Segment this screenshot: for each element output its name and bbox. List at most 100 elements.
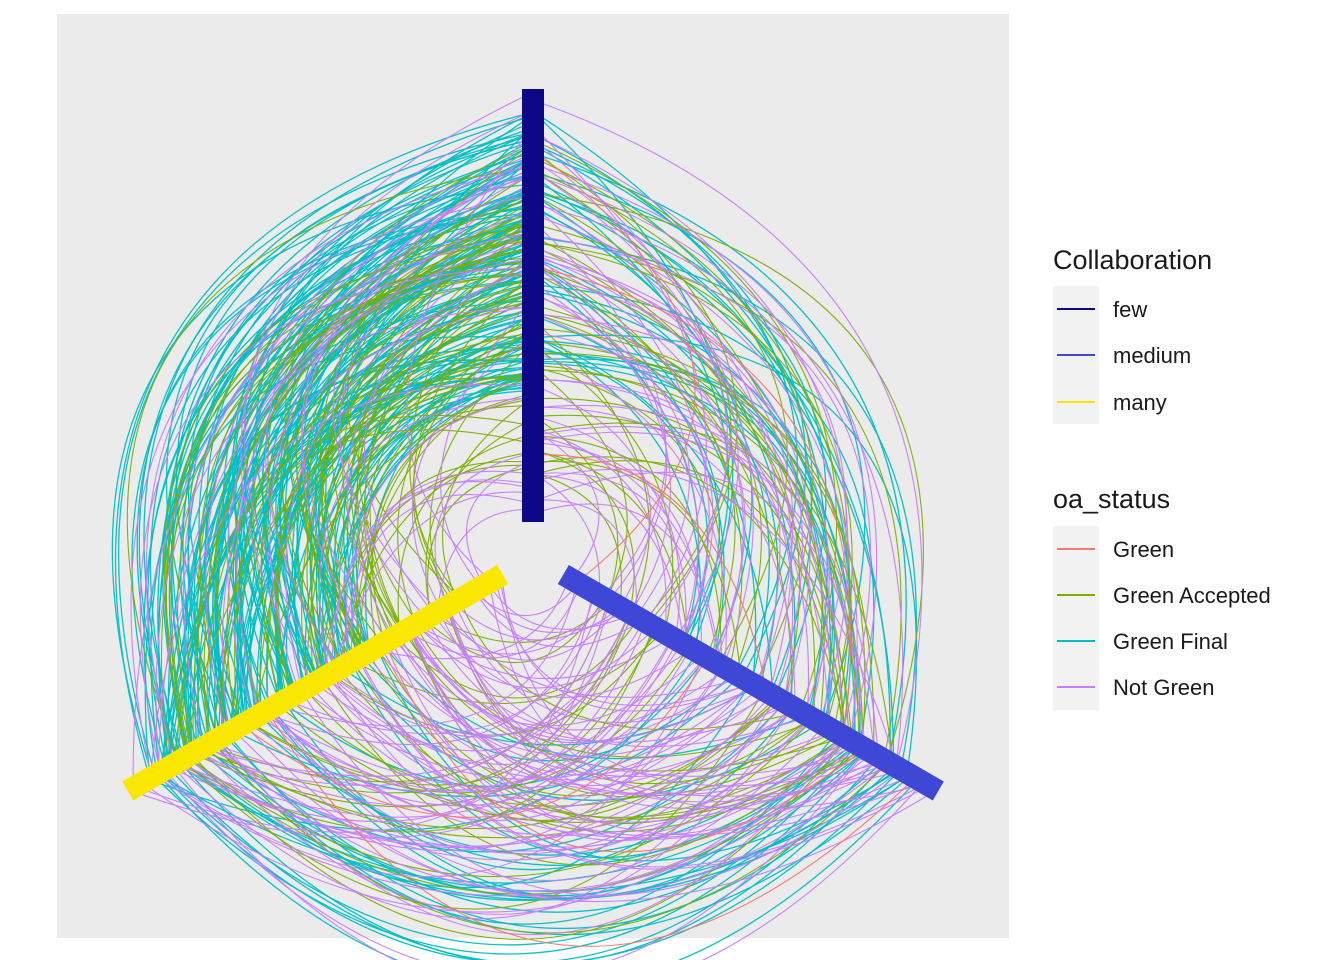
legend-title-oa-status: oa_status <box>1053 484 1170 514</box>
edge-not-green <box>433 613 693 698</box>
edge-green-final <box>178 760 888 960</box>
edge-green-final <box>114 111 534 779</box>
edge-not-green <box>416 623 656 689</box>
edge-green-final <box>355 379 534 652</box>
edge-not-green <box>532 163 878 740</box>
edge-green <box>532 266 852 737</box>
edge-not-green <box>358 657 926 868</box>
edge-not-green <box>323 479 534 678</box>
legend-title-collaboration: Collaboration <box>1053 245 1212 275</box>
edge-green-accepted <box>126 167 534 762</box>
edge-green-accepted <box>350 260 534 636</box>
edge-not-green <box>319 679 883 823</box>
edge-green-final <box>187 131 534 737</box>
edge-not-green <box>153 752 873 897</box>
edge-green-accepted <box>199 280 534 733</box>
edge-green-final <box>240 320 534 726</box>
edge-not-green <box>309 685 913 839</box>
edge-not-green <box>345 395 534 664</box>
edge-not-green <box>434 452 534 607</box>
edge-not-green <box>269 172 534 693</box>
edge-green-accepted <box>532 235 816 720</box>
edge-not-green <box>346 261 534 638</box>
edge-not-green <box>139 267 534 773</box>
edge-not-green <box>341 494 534 668</box>
edge-not-green <box>532 474 684 644</box>
edge-green-final <box>143 115 534 759</box>
edge-green-accepted <box>532 472 622 608</box>
edge-green-accepted <box>414 624 817 758</box>
edge-green-final <box>234 168 534 704</box>
legend-collaboration: Collaboration few medium many <box>1053 245 1212 424</box>
edge-green-accepted <box>234 193 534 728</box>
edge-green-accepted <box>532 450 689 647</box>
edge-not-green <box>395 635 768 776</box>
edge-not-green <box>532 472 687 645</box>
edge-not-green <box>191 600 610 786</box>
edge-not-green <box>330 491 534 674</box>
edge-not-green <box>150 383 534 778</box>
edge-green-accepted <box>201 697 777 829</box>
edge-green-accepted <box>322 678 849 866</box>
edge-green-final <box>532 144 853 736</box>
edge-not-green <box>164 749 867 960</box>
edge-green-final <box>376 647 902 862</box>
edge-not-green <box>406 629 790 743</box>
edge-green-final <box>532 314 721 650</box>
edge-not-green <box>329 612 631 738</box>
edge-green-accepted <box>532 460 742 677</box>
edge-green-accepted <box>532 422 860 746</box>
edge-not-green <box>498 576 752 712</box>
edge-green-accepted <box>532 397 853 742</box>
edge-green-accepted <box>532 415 619 600</box>
edge-not-green <box>532 261 671 614</box>
edge-not-green <box>157 208 534 774</box>
edge-not-green <box>532 294 830 728</box>
edge-not-green <box>474 590 644 648</box>
edge-not-green <box>205 153 534 735</box>
edge-green-accepted <box>532 169 788 665</box>
edge-green-accepted <box>331 201 534 633</box>
edge-not-green <box>330 481 534 674</box>
edge-not-green <box>172 764 924 960</box>
edge-not-green <box>330 673 812 848</box>
edge-not-green <box>339 182 534 619</box>
edge-green-final <box>188 174 534 723</box>
edge-green-accepted <box>356 338 534 656</box>
edge-not-green <box>532 429 600 580</box>
legend-key-background <box>1053 526 1099 710</box>
edge-not-green <box>332 154 534 612</box>
edge-not-green <box>411 335 534 611</box>
edge-green-accepted <box>252 235 534 695</box>
edge-not-green <box>532 427 667 634</box>
edge-not-green <box>532 431 864 748</box>
edge-green-final <box>222 270 534 737</box>
edge-not-green <box>357 657 930 870</box>
edge-not-green <box>494 578 753 706</box>
edge-green-final <box>161 743 858 946</box>
edge-green-accepted <box>442 397 534 602</box>
edge-green-accepted <box>403 631 845 772</box>
edge-not-green <box>415 623 673 680</box>
edge-not-green <box>390 638 853 842</box>
edge-green-accepted <box>532 366 723 661</box>
edge-not-green <box>487 582 633 630</box>
edge-green-final <box>111 183 534 777</box>
edge-green-final <box>532 191 895 766</box>
edge-green <box>241 657 708 818</box>
edge-green-accepted <box>277 332 534 698</box>
edge-not-green <box>532 473 601 596</box>
edge-green-accepted <box>305 235 534 668</box>
edge-not-green <box>210 718 814 861</box>
edge-not-green <box>408 628 783 787</box>
edge-not-green <box>303 683 753 780</box>
edge-green-final <box>159 756 880 960</box>
edge-not-green <box>268 708 825 881</box>
edge-not-green <box>174 697 777 920</box>
edge-not-green <box>532 435 722 666</box>
edge-green-accepted <box>187 718 814 878</box>
edge-green-final <box>532 264 725 662</box>
edge-not-green <box>285 268 534 691</box>
edge-not-green <box>532 246 792 694</box>
